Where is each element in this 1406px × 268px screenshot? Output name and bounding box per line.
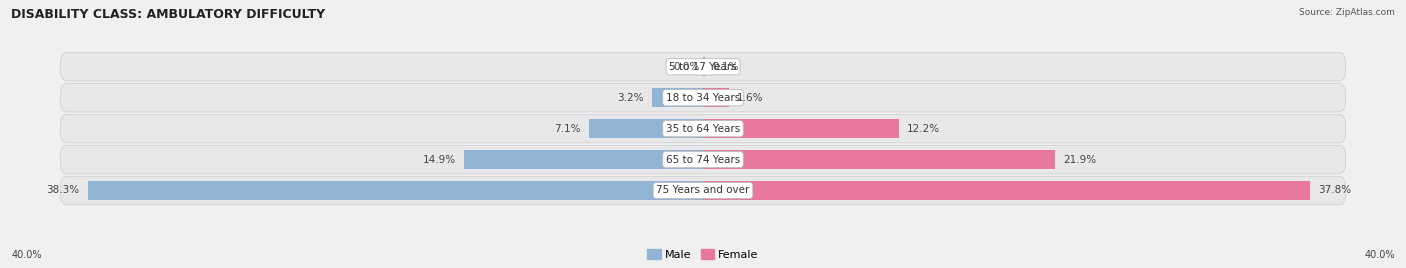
Text: 38.3%: 38.3%: [46, 185, 80, 195]
Text: 18 to 34 Years: 18 to 34 Years: [666, 93, 740, 103]
Text: 35 to 64 Years: 35 to 64 Years: [666, 124, 740, 134]
Bar: [651, 88, 703, 107]
Bar: [703, 150, 1054, 169]
Bar: [703, 181, 1310, 200]
Bar: [703, 119, 898, 138]
Text: 21.9%: 21.9%: [1063, 155, 1097, 165]
Text: 5 to 17 Years: 5 to 17 Years: [669, 62, 737, 72]
Text: 75 Years and over: 75 Years and over: [657, 185, 749, 195]
Text: 14.9%: 14.9%: [422, 155, 456, 165]
Bar: [703, 57, 704, 76]
Text: 1.6%: 1.6%: [737, 93, 763, 103]
FancyBboxPatch shape: [60, 114, 1346, 143]
Bar: [87, 181, 703, 200]
Text: 37.8%: 37.8%: [1319, 185, 1351, 195]
Text: 3.2%: 3.2%: [617, 93, 644, 103]
FancyBboxPatch shape: [60, 145, 1346, 174]
Bar: [589, 119, 703, 138]
Text: 7.1%: 7.1%: [554, 124, 581, 134]
Text: 0.0%: 0.0%: [673, 62, 700, 72]
Text: 40.0%: 40.0%: [1364, 250, 1395, 260]
Bar: [703, 88, 728, 107]
Text: 65 to 74 Years: 65 to 74 Years: [666, 155, 740, 165]
Text: 0.1%: 0.1%: [713, 62, 740, 72]
Text: 40.0%: 40.0%: [11, 250, 42, 260]
Text: 12.2%: 12.2%: [907, 124, 941, 134]
Text: DISABILITY CLASS: AMBULATORY DIFFICULTY: DISABILITY CLASS: AMBULATORY DIFFICULTY: [11, 8, 325, 21]
FancyBboxPatch shape: [60, 53, 1346, 81]
Bar: [464, 150, 703, 169]
FancyBboxPatch shape: [60, 84, 1346, 112]
Text: Source: ZipAtlas.com: Source: ZipAtlas.com: [1299, 8, 1395, 17]
Legend: Male, Female: Male, Female: [643, 245, 763, 265]
FancyBboxPatch shape: [60, 176, 1346, 205]
